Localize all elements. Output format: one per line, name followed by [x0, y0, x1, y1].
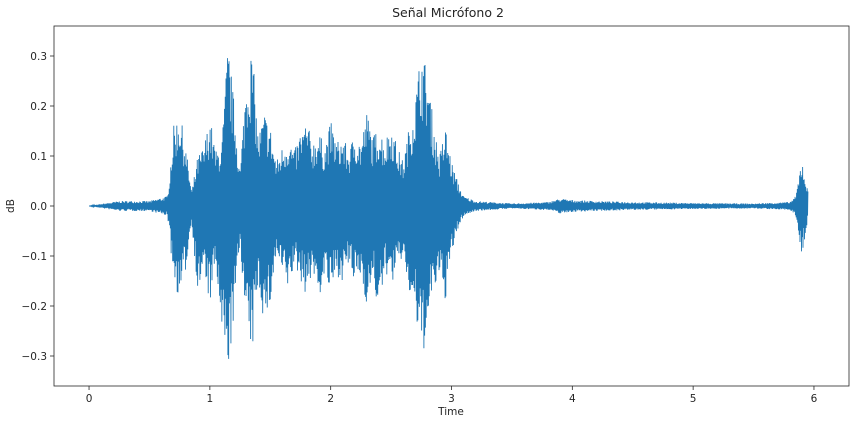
x-axis-label: Time: [437, 406, 464, 418]
x-tick-label: 5: [690, 393, 697, 405]
y-tick-label: −0.3: [22, 351, 48, 363]
x-tick-label: 3: [448, 393, 455, 405]
y-tick-label: 0.3: [30, 51, 47, 63]
y-tick-label: −0.2: [22, 301, 48, 313]
x-tick-label: 6: [811, 393, 818, 405]
y-tick-label: 0.1: [30, 151, 47, 163]
x-tick-label: 2: [327, 393, 334, 405]
x-tick-label: 1: [207, 393, 214, 405]
y-tick-label: −0.1: [22, 251, 48, 263]
plot-area: [88, 58, 809, 359]
y-axis-label: dB: [5, 199, 17, 213]
chart-title: Señal Micrófono 2: [392, 5, 504, 20]
x-tick-label: 0: [86, 393, 93, 405]
y-axis: −0.3 −0.2 −0.1 0.0 0.1 0.2 0.3: [22, 51, 54, 363]
x-tick-label: 4: [569, 393, 576, 405]
plot-frame: [53, 25, 850, 387]
x-axis: 0 1 2 3 4 5 6: [86, 386, 818, 405]
y-tick-label: 0.2: [30, 101, 47, 113]
y-tick-label: 0.0: [30, 201, 47, 213]
waveform-line: [88, 58, 809, 359]
